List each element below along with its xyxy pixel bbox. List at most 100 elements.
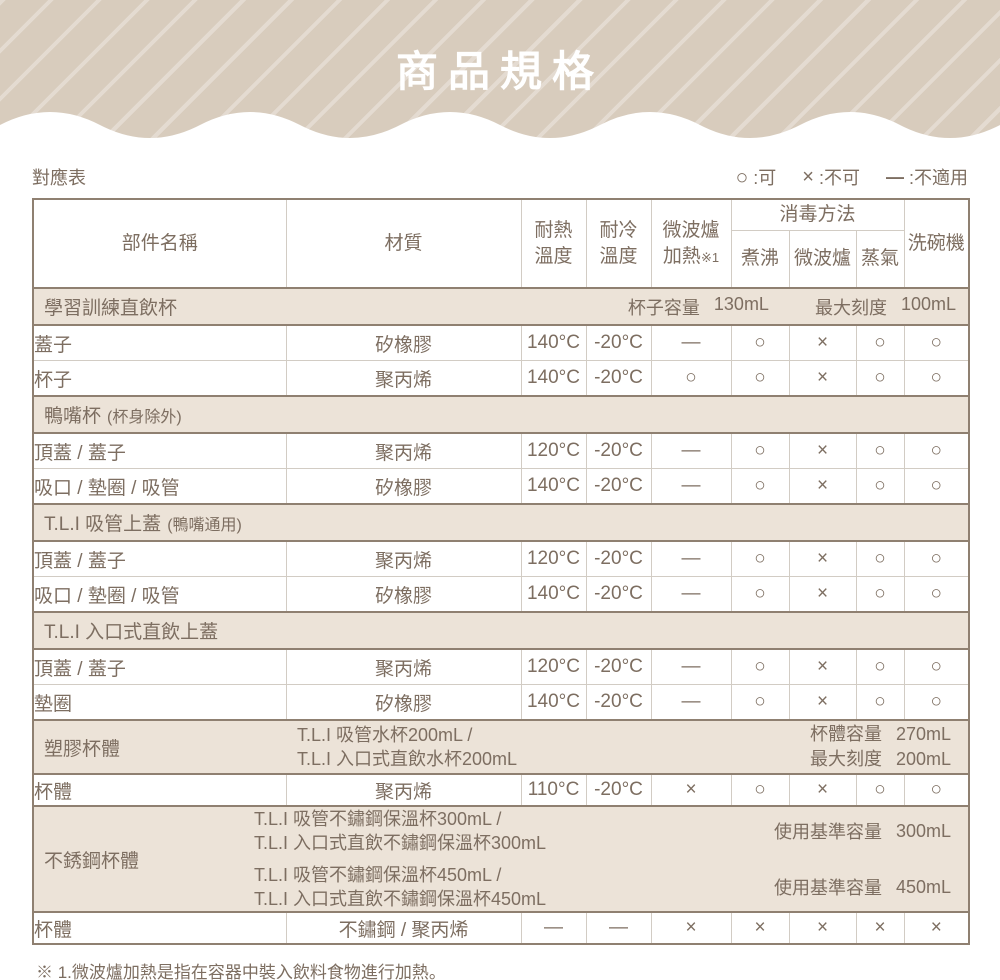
cell-dishwasher: ○ [903, 773, 970, 807]
cell-boil: ○ [730, 648, 790, 685]
cell-cold-temp: -20°C [585, 773, 652, 807]
cell-microwave-sterilize: × [788, 540, 857, 577]
cell-cold-temp: -20°C [585, 648, 652, 685]
header-microwave-heating: 微波爐 加熱※1 [650, 198, 732, 289]
section-title: 不銹鋼杯體 [44, 850, 140, 872]
header-boil: 煮沸 [730, 230, 790, 289]
cell-dishwasher: ○ [903, 360, 970, 397]
footnote-marker: ※1 [700, 249, 720, 265]
footnote: ※ 1.微波爐加熱是指在容器中裝入飲料食物進行加熱。 [36, 963, 446, 980]
cell-part-name: 杯體 [32, 773, 287, 807]
cell-heat-temp: 140°C [520, 468, 587, 505]
cell-dishwasher: ○ [903, 540, 970, 577]
cell-boil: ○ [730, 773, 790, 807]
cell-cold-temp: -20°C [585, 576, 652, 613]
cell-material: 矽橡膠 [285, 684, 522, 721]
table-row: 吸口 / 墊圈 / 吸管 矽橡膠 140°C -20°C — ○ × ○ ○ [32, 576, 970, 613]
legend-label-no: :不可 [818, 168, 860, 188]
cell-cold-temp: -20°C [585, 324, 652, 361]
cell-microwave-sterilize: × [788, 324, 857, 361]
table-row: 頂蓋 / 蓋子 聚丙烯 120°C -20°C — ○ × ○ ○ [32, 540, 970, 577]
cell-steam: ○ [855, 432, 905, 469]
cell-microwave-heating: × [650, 911, 732, 945]
cell-dishwasher: ○ [903, 468, 970, 505]
section-plastic-body: 塑膠杯體 T.L.I 吸管水杯200mL / T.L.I 入口式直飲水杯200m… [32, 719, 970, 775]
cell-microwave-sterilize: × [788, 468, 857, 505]
cell-material: 矽橡膠 [285, 576, 522, 613]
section-note: (杯身除外) [107, 408, 182, 426]
section-title: 學習訓練直飲杯 [44, 298, 178, 319]
cell-material: 聚丙烯 [285, 360, 522, 397]
banner: 商品規格 [0, 0, 1000, 150]
wave-edge [0, 112, 1000, 150]
cell-dishwasher: ○ [903, 684, 970, 721]
cell-microwave-heating: × [650, 773, 732, 807]
section-title: T.L.I 吸管上蓋 [44, 514, 162, 535]
section-title: 鴨嘴杯 [44, 406, 102, 427]
cell-heat-temp: 140°C [520, 684, 587, 721]
cell-heat-temp: 120°C [520, 648, 587, 685]
table-label: 對應表 [32, 168, 86, 188]
cell-material: 矽橡膠 [285, 324, 522, 361]
cell-steam: ○ [855, 360, 905, 397]
legend-item-ok: ○ :可 [736, 164, 777, 190]
cell-boil: ○ [730, 540, 790, 577]
cell-part-name: 杯子 [32, 360, 287, 397]
cell-material: 聚丙烯 [285, 432, 522, 469]
cell-heat-temp: 140°C [520, 324, 587, 361]
dash-icon: — [885, 167, 904, 187]
cell-microwave-heating: — [650, 684, 732, 721]
cell-microwave-sterilize: × [788, 773, 857, 807]
cell-steam: ○ [855, 648, 905, 685]
circle-icon: ○ [735, 165, 749, 189]
cell-material: 不鏽鋼 / 聚丙烯 [285, 911, 522, 945]
cell-part-name: 頂蓋 / 蓋子 [32, 432, 287, 469]
section-capacity-info: 使用基準容量 300mL [774, 820, 952, 843]
cell-heat-temp: 110°C [520, 773, 587, 807]
legend-label-ok: :可 [753, 168, 777, 188]
cell-dishwasher: ○ [903, 432, 970, 469]
cell-microwave-heating: ○ [650, 360, 732, 397]
cell-microwave-heating: — [650, 648, 732, 685]
cell-dishwasher: ○ [903, 576, 970, 613]
cell-part-name: 蓋子 [32, 324, 287, 361]
cell-part-name: 杯體 [32, 911, 287, 945]
cell-cold-temp: -20°C [585, 468, 652, 505]
cell-dishwasher: ○ [903, 324, 970, 361]
cell-microwave-heating: — [650, 432, 732, 469]
cell-boil: ○ [730, 576, 790, 613]
header-row-2: 煮沸 微波爐 蒸氣 [33, 230, 969, 289]
cell-boil: × [730, 911, 790, 945]
legend: ○ :可 × :不可 — :不適用 [736, 164, 968, 190]
header-cold-temp: 耐冷 溫度 [585, 198, 652, 289]
header-row-1: 部件名稱 材質 耐熱 溫度 耐冷 溫度 微波爐 加熱※1 消毒方法 洗碗機 [32, 198, 970, 289]
section-stainless-body: 不銹鋼杯體 T.L.I 吸管不鏽鋼保溫杯300mL / T.L.I 入口式直飲不… [32, 805, 970, 913]
cell-part-name: 墊圈 [32, 684, 287, 721]
cell-microwave-sterilize: × [788, 576, 857, 613]
table-row: 蓋子 矽橡膠 140°C -20°C — ○ × ○ ○ [32, 324, 970, 361]
page-title: 商品規格 [395, 48, 604, 95]
cell-microwave-heating: — [650, 468, 732, 505]
cell-steam: ○ [855, 773, 905, 807]
cell-heat-temp: 140°C [520, 360, 587, 397]
cell-cold-temp: -20°C [585, 540, 652, 577]
spec-table: 部件名稱 材質 耐熱 溫度 耐冷 溫度 微波爐 加熱※1 消毒方法 洗碗機 煮沸… [32, 198, 970, 945]
section-note: (鴨嘴通用) [167, 516, 242, 534]
cell-heat-temp: 140°C [520, 576, 587, 613]
cell-heat-temp: 120°C [520, 540, 587, 577]
header-steam: 蒸氣 [855, 230, 905, 289]
cell-steam: ○ [855, 468, 905, 505]
table-row: 杯體 不鏽鋼 / 聚丙烯 — — × × × × × [32, 911, 970, 945]
cell-cold-temp: -20°C [585, 432, 652, 469]
cell-steam: ○ [855, 324, 905, 361]
cell-material: 聚丙烯 [285, 648, 522, 685]
cell-part-name: 頂蓋 / 蓋子 [32, 540, 287, 577]
cell-microwave-heating: — [650, 540, 732, 577]
cell-boil: ○ [730, 684, 790, 721]
product-names: T.L.I 吸管不鏽鋼保溫杯300mL / T.L.I 入口式直飲不鏽鋼保溫杯3… [254, 809, 547, 853]
cell-steam: ○ [855, 576, 905, 613]
cell-dishwasher: ○ [903, 648, 970, 685]
cell-cold-temp: — [585, 911, 652, 945]
cell-boil: ○ [730, 324, 790, 361]
section-title: 塑膠杯體 [44, 738, 121, 760]
